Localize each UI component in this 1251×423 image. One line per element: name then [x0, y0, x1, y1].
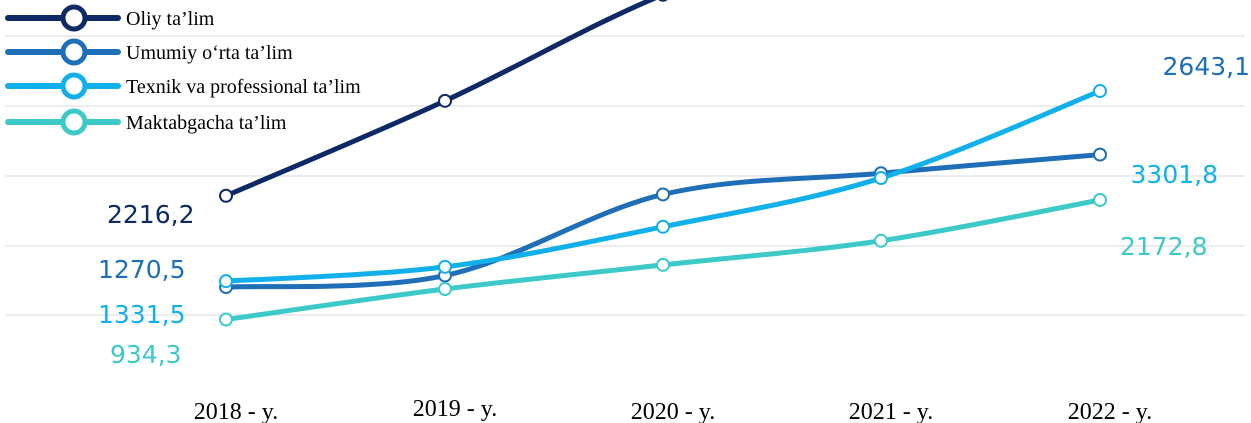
gridlines	[5, 35, 1245, 316]
data-label: 2172,8	[1120, 232, 1207, 261]
data-point	[656, 257, 670, 272]
data-point	[874, 171, 888, 186]
legend-label: Umumiy o‘rta ta’lim	[126, 42, 293, 64]
data-label: 3301,8	[1131, 160, 1218, 189]
data-point	[1093, 192, 1107, 207]
legend-label: Oliy ta’lim	[126, 8, 215, 30]
data-point	[656, 219, 670, 234]
legend-item: Maktabgacha ta’lim	[5, 108, 287, 136]
data-point	[438, 93, 452, 108]
x-tick-label: 2022 - y.	[1068, 399, 1152, 423]
data-point	[1093, 84, 1107, 99]
legend-marker	[60, 4, 88, 32]
legend-item: Texnik va professional ta’lim	[5, 72, 361, 100]
data-point	[1093, 147, 1107, 162]
data-points	[219, 0, 1107, 327]
data-point	[874, 233, 888, 248]
data-label: 2643,1	[1163, 52, 1250, 81]
legend-item: Umumiy o‘rta ta’lim	[5, 38, 293, 66]
data-point	[438, 282, 452, 297]
legend-marker	[60, 72, 88, 100]
legend-item: Oliy ta’lim	[5, 4, 215, 32]
legend-marker	[60, 38, 88, 66]
data-point	[219, 274, 233, 289]
legend-label: Maktabgacha ta’lim	[126, 112, 287, 134]
data-point	[219, 312, 233, 327]
x-tick-label: 2021 - y.	[849, 399, 933, 423]
x-tick-label: 2020 - y.	[631, 399, 715, 423]
series-line-1	[223, 0, 657, 199]
data-labels: 2216,2 1270,5 2643,1 1331,5 3301,8 934,3 2172,…	[98, 52, 1250, 369]
legend: Oliy ta’lim Umumiy o‘rta ta’lim Texnik va …	[5, 4, 361, 136]
data-label: 1270,5	[98, 255, 185, 284]
data-point	[438, 259, 452, 274]
data-label: 2216,2	[107, 200, 194, 229]
data-label: 934,3	[110, 340, 182, 369]
data-label: 1331,5	[98, 300, 185, 329]
data-point	[658, 0, 668, 2]
data-point	[656, 187, 670, 202]
data-point	[219, 188, 233, 203]
legend-label: Texnik va professional ta’lim	[126, 76, 361, 98]
x-tick-label: 2019 - y.	[413, 396, 497, 422]
legend-marker	[60, 108, 88, 136]
x-axis-tick-labels: 2018 - y. 2019 - y. 2020 - y. 2021 - y. 2022…	[194, 396, 1152, 423]
x-tick-label: 2018 - y.	[194, 399, 278, 423]
series-line-3	[223, 88, 1103, 284]
